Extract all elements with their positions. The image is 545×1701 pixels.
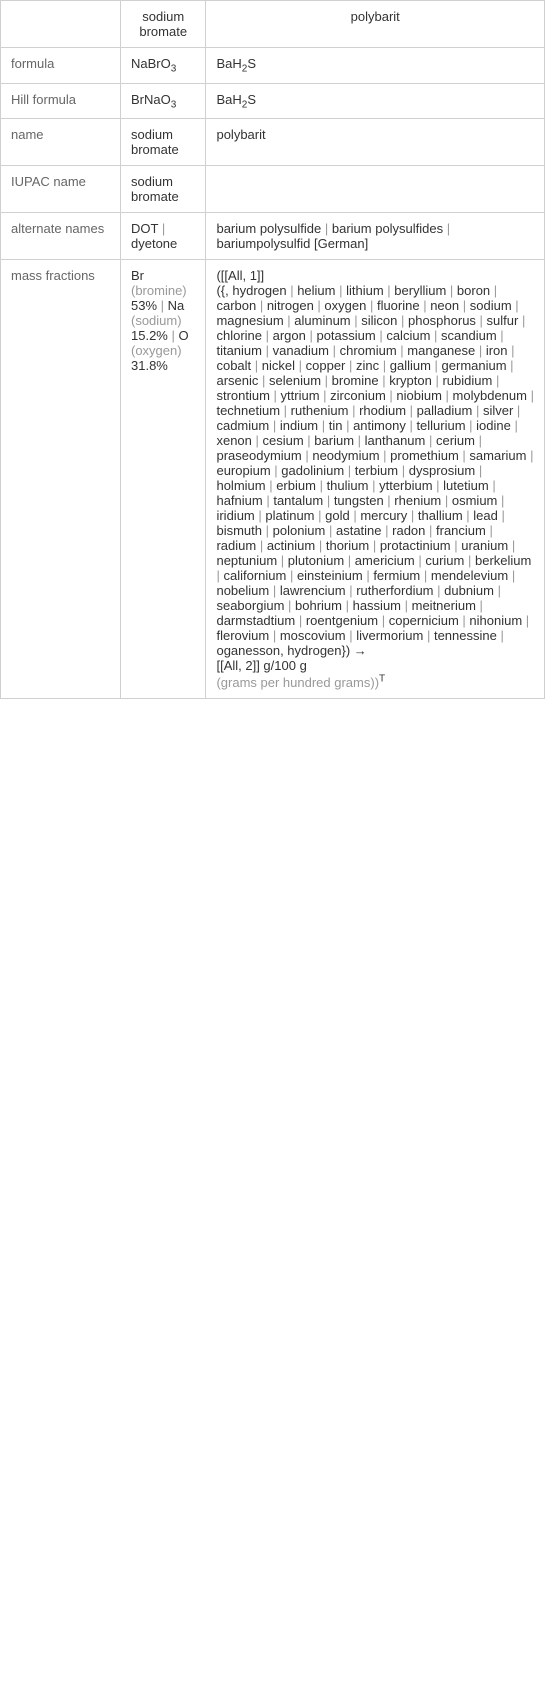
- name-col1: sodium bromate: [121, 119, 206, 166]
- table-header-row: sodium bromate polybarit: [1, 1, 545, 48]
- alt-col1: DOT | dyetone: [121, 213, 206, 260]
- hill-col2: BaH2S: [206, 83, 545, 119]
- table-row: formula NaBrO3 BaH2S: [1, 48, 545, 84]
- formula-col2: BaH2S: [206, 48, 545, 84]
- row-label-mass: mass fractions: [1, 260, 121, 698]
- name-col2: polybarit: [206, 119, 545, 166]
- formula-col1: NaBrO3: [121, 48, 206, 84]
- row-label-name: name: [1, 119, 121, 166]
- row-label-hill: Hill formula: [1, 83, 121, 119]
- table-row: name sodium bromate polybarit: [1, 119, 545, 166]
- table-row: mass fractions Br (bromine) 53% | Na (so…: [1, 260, 545, 698]
- row-label-iupac: IUPAC name: [1, 166, 121, 213]
- comparison-table: sodium bromate polybarit formula NaBrO3 …: [0, 0, 545, 699]
- mass-col1: Br (bromine) 53% | Na (sodium) 15.2% | O…: [121, 260, 206, 698]
- hill-col1: BrNaO3: [121, 83, 206, 119]
- iupac-col2: [206, 166, 545, 213]
- table-row: Hill formula BrNaO3 BaH2S: [1, 83, 545, 119]
- header-empty: [1, 1, 121, 48]
- alt-col2: barium polysulfide | barium polysulfides…: [206, 213, 545, 260]
- table-row: alternate names DOT | dyetone barium pol…: [1, 213, 545, 260]
- row-label-formula: formula: [1, 48, 121, 84]
- header-col2: polybarit: [206, 1, 545, 48]
- row-label-alt: alternate names: [1, 213, 121, 260]
- iupac-col1: sodium bromate: [121, 166, 206, 213]
- table-row: IUPAC name sodium bromate: [1, 166, 545, 213]
- mass-col2: ([[All, 1]]({, hydrogen | helium | lithi…: [206, 260, 545, 698]
- header-col1: sodium bromate: [121, 1, 206, 48]
